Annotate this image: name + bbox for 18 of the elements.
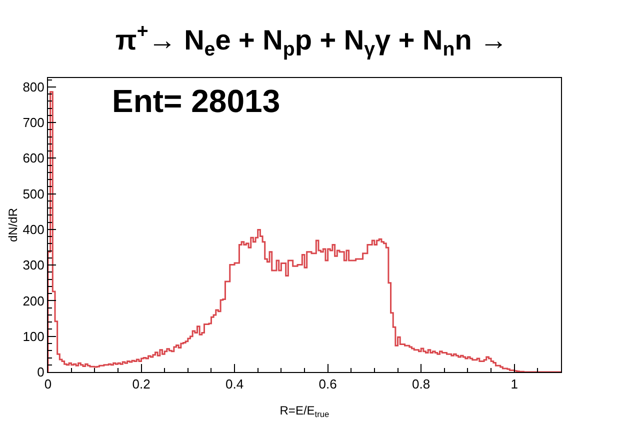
y-axis-title: dN/dR xyxy=(6,208,20,242)
x-tick-label: 0.2 xyxy=(132,376,150,392)
y-tick-label: 400 xyxy=(22,222,44,237)
y-tick-label: 800 xyxy=(22,79,44,94)
x-axis-title: R=E/E$_{true}$ xyxy=(280,404,330,420)
x-tick-label: 0.6 xyxy=(318,376,337,392)
y-tick-label: 500 xyxy=(22,186,44,202)
x-tick-label: 0.8 xyxy=(412,376,430,392)
y-tick-label: 100 xyxy=(22,328,44,344)
annotation: Ent= 28013 xyxy=(112,83,280,119)
y-tick-label: 700 xyxy=(22,115,44,130)
chart-title: π$^{+}$→ N$_{e}$e + N$_{p}$p + N$_{γ}$γ + N$_{n}$n → xyxy=(115,20,508,60)
x-tick-label: 0.4 xyxy=(226,376,244,392)
y-tick-label: 600 xyxy=(22,150,44,166)
y-tick-label: 300 xyxy=(22,258,44,273)
y-tick-label: 0 xyxy=(37,364,44,380)
y-tick-label: 200 xyxy=(22,293,44,308)
x-tick-label: 1 xyxy=(510,376,518,392)
